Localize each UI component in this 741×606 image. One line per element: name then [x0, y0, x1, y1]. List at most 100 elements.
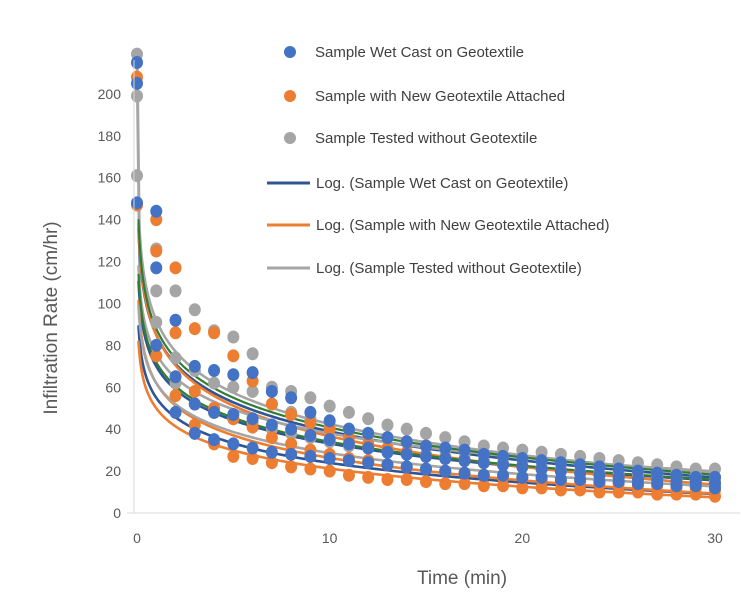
data-point — [169, 370, 182, 384]
y-tick-label: 160 — [98, 170, 122, 186]
data-point — [420, 475, 432, 489]
data-point — [439, 431, 452, 445]
legend-marker — [284, 46, 296, 58]
data-point — [323, 399, 336, 413]
data-point — [381, 418, 394, 432]
data-point — [304, 462, 317, 476]
data-point — [246, 347, 259, 361]
data-point — [304, 428, 317, 442]
y-tick-label: 100 — [98, 295, 122, 311]
data-point — [516, 481, 529, 495]
data-point — [593, 485, 606, 499]
legend-label: Log. (Sample Tested without Geotextile) — [316, 260, 582, 277]
data-point — [227, 349, 240, 363]
legend-label: Sample Tested without Geotextile — [315, 130, 537, 147]
data-point — [285, 460, 298, 474]
data-point — [227, 408, 240, 422]
data-point — [458, 477, 471, 491]
data-point — [188, 322, 201, 336]
y-tick-label: 180 — [98, 128, 122, 144]
y-tick-label: 0 — [113, 505, 121, 521]
data-point — [131, 76, 143, 90]
legend-label: Log. (Sample with New Geotextile Attache… — [316, 217, 609, 234]
data-point — [169, 261, 182, 275]
data-point — [323, 414, 336, 428]
data-point — [150, 204, 163, 218]
x-axis-title: Time (min) — [417, 568, 507, 589]
data-point — [516, 470, 529, 484]
y-tick-label: 200 — [98, 86, 122, 102]
data-point — [477, 479, 490, 493]
data-point — [323, 464, 336, 478]
data-point — [150, 244, 163, 258]
data-point — [150, 284, 163, 298]
x-tick-label: 10 — [322, 530, 338, 546]
data-point — [304, 405, 317, 419]
data-point — [612, 485, 625, 499]
data-point — [574, 472, 587, 486]
data-point — [131, 89, 143, 103]
data-point — [497, 458, 510, 472]
y-tick-label: 60 — [105, 379, 121, 395]
data-point — [208, 376, 221, 390]
data-point — [651, 487, 664, 501]
data-point — [150, 315, 163, 329]
data-point — [131, 55, 143, 69]
data-point — [400, 472, 413, 486]
data-point — [709, 481, 721, 495]
data-point — [400, 447, 413, 461]
data-point — [420, 449, 432, 463]
data-point — [323, 452, 336, 466]
data-point — [362, 426, 375, 440]
data-point — [497, 468, 510, 482]
data-point — [554, 472, 567, 486]
data-point — [458, 454, 471, 468]
legend: Sample Wet Cast on Geotextile Sample with… — [267, 44, 609, 277]
data-point — [535, 481, 548, 495]
y-tick-label: 40 — [105, 421, 121, 437]
data-point — [381, 472, 394, 486]
data-point — [362, 470, 375, 484]
y-tick-label: 120 — [98, 254, 122, 270]
data-point — [593, 475, 606, 489]
point-layer — [131, 47, 721, 503]
data-point — [477, 456, 490, 470]
data-point — [246, 384, 259, 398]
data-point — [477, 468, 490, 482]
data-point — [208, 326, 221, 340]
data-point — [285, 391, 298, 405]
data-point — [208, 364, 221, 378]
data-point — [381, 458, 394, 472]
data-point — [265, 418, 278, 432]
data-point — [362, 441, 375, 455]
data-point — [689, 479, 702, 493]
legend-label: Sample with New Geotextile Attached — [315, 88, 565, 105]
data-point — [150, 261, 163, 275]
data-point — [439, 464, 452, 478]
data-point — [420, 426, 432, 440]
data-point — [651, 477, 664, 491]
data-point — [535, 470, 548, 484]
data-point — [188, 397, 201, 411]
data-point — [169, 313, 182, 327]
data-point — [131, 169, 143, 183]
data-point — [265, 456, 278, 470]
data-point — [285, 408, 298, 422]
y-tick-label: 140 — [98, 212, 122, 228]
data-point — [420, 462, 432, 476]
data-point — [439, 477, 452, 491]
data-point — [285, 422, 298, 436]
data-point — [246, 366, 259, 380]
data-point — [342, 468, 355, 482]
x-tick-label: 30 — [707, 530, 723, 546]
data-point — [265, 397, 278, 411]
data-point — [458, 443, 471, 457]
data-point — [208, 433, 221, 447]
y-tick-label: 80 — [105, 337, 121, 353]
data-point — [554, 483, 567, 497]
data-point — [400, 422, 413, 436]
data-point — [362, 456, 375, 470]
data-point — [516, 460, 529, 474]
data-point — [265, 445, 278, 459]
